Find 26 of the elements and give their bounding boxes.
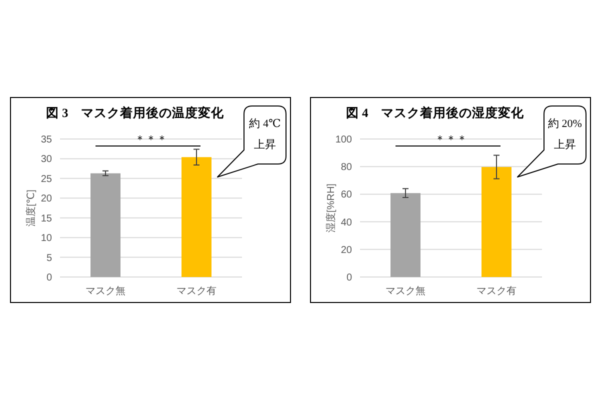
x-tick-label: マスク有 [476,285,516,297]
y-tick-label: 10 [40,233,52,244]
y-tick-label: 0 [46,272,52,284]
x-tick-label: マスク有 [176,285,216,297]
y-axis-title: 湿度[%RH] [325,183,337,232]
y-tick-label: 60 [340,190,352,201]
text: 約 20% 上昇 [548,118,582,151]
y-tick-label: 15 [40,213,52,224]
x-tick-label: マスク無 [86,285,126,297]
annotation: ＊＊＊ [434,134,468,146]
y-axis-title: 温度[℃] [25,189,37,226]
chart-title: 図 4 マスク着用後の湿度変化 [346,105,526,120]
chart-title: 図 3 マスク着用後の温度変化 [46,105,226,120]
y-tick-label: 0 [346,272,352,284]
y-tick-label: 25 [40,174,52,185]
y-tick-label: 40 [340,217,352,228]
y-tick-label: 80 [340,162,352,174]
y-tick-label: 20 [340,244,352,256]
y-tick-label: 20 [40,194,52,205]
annotation: ＊＊＊ [134,134,168,146]
y-tick-label: 100 [335,134,352,146]
x-tick-label: マスク無 [386,285,426,297]
y-tick-label: 30 [40,154,52,166]
text: 約 4℃ 上昇 [249,118,281,151]
y-tick-label: 5 [46,252,52,264]
y-tick-label: 35 [40,134,52,146]
